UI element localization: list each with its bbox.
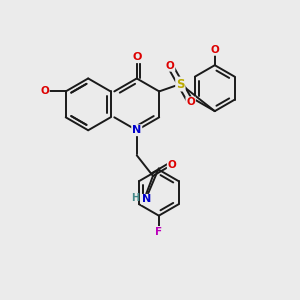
Text: O: O (210, 45, 219, 55)
Text: F: F (155, 227, 162, 237)
Text: S: S (176, 77, 184, 91)
Text: O: O (40, 86, 49, 96)
Text: O: O (168, 160, 176, 170)
Text: O: O (132, 52, 141, 62)
Text: N: N (132, 125, 141, 135)
Text: H: H (131, 193, 139, 203)
Text: O: O (186, 97, 195, 107)
Text: N: N (142, 194, 151, 205)
Text: O: O (166, 61, 175, 71)
